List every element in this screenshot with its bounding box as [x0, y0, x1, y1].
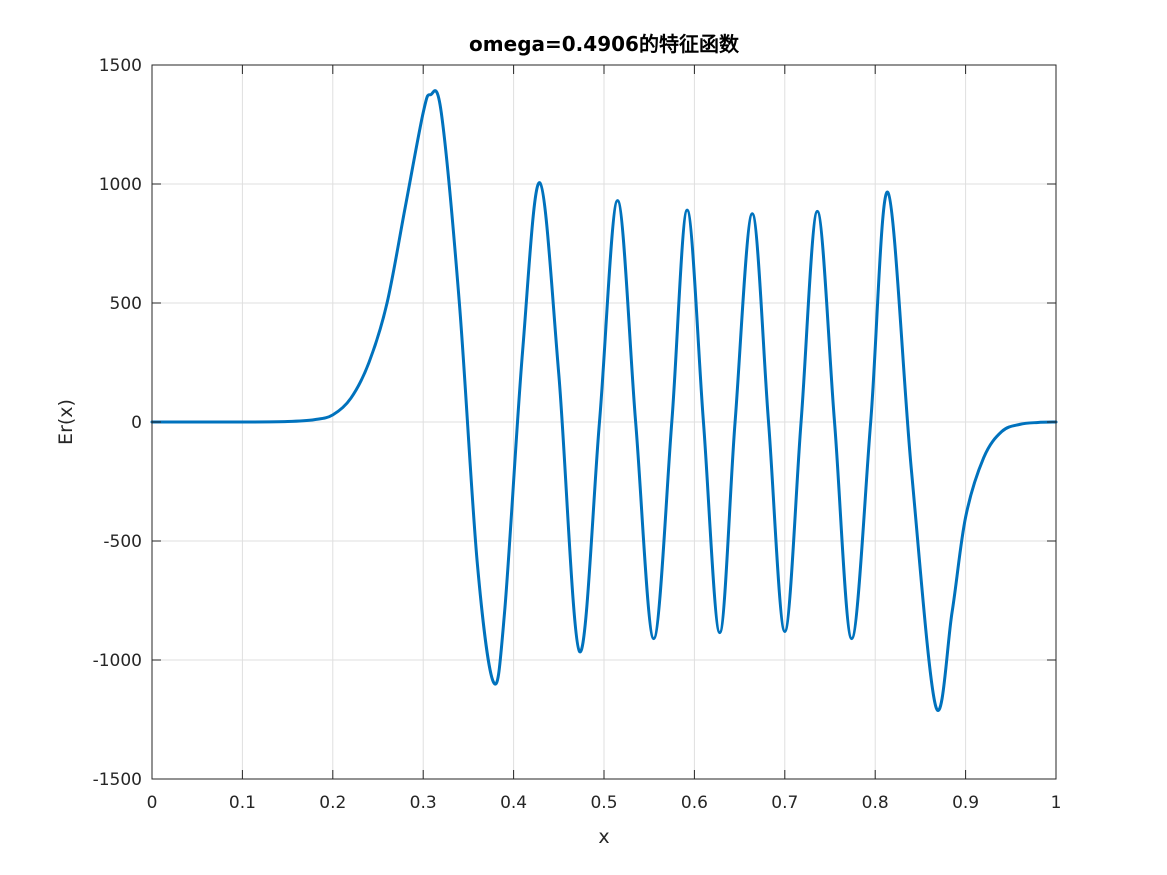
x-tick-label: 0.7 — [771, 793, 798, 813]
x-axis-label: x — [598, 826, 609, 848]
x-tick-label: 0.6 — [681, 793, 708, 813]
y-axis-label: Er(x) — [55, 399, 77, 445]
x-tick-label: 0.4 — [500, 793, 527, 813]
x-tick-label: 0.3 — [410, 793, 437, 813]
x-tick-label: 0 — [147, 793, 158, 813]
ticks — [151, 64, 1057, 780]
y-tick-label: -500 — [103, 532, 142, 552]
chart-title: omega=0.4906的特征函数 — [469, 32, 740, 56]
y-tick-label: -1000 — [93, 651, 142, 671]
y-tick-label: 500 — [110, 294, 142, 314]
y-tick-label: 0 — [131, 413, 142, 433]
x-tick-label: 1 — [1051, 793, 1062, 813]
tick-labels: 0 0.1 0.2 0.3 0.4 0.5 0.6 0.7 0.8 0.9 1 -1500 -1000 -… — [93, 56, 1062, 813]
series-layer — [150, 89, 1058, 712]
x-tick-label: 0.2 — [319, 793, 346, 813]
x-tick-label: 0.5 — [590, 793, 617, 813]
y-tick-label: 1500 — [99, 56, 142, 76]
y-tick-label: -1500 — [93, 770, 142, 790]
x-tick-label: 0.8 — [862, 793, 889, 813]
x-tick-label: 0.1 — [229, 793, 256, 813]
series-line — [150, 89, 1058, 712]
y-tick-label: 1000 — [99, 175, 142, 195]
x-tick-label: 0.9 — [952, 793, 979, 813]
